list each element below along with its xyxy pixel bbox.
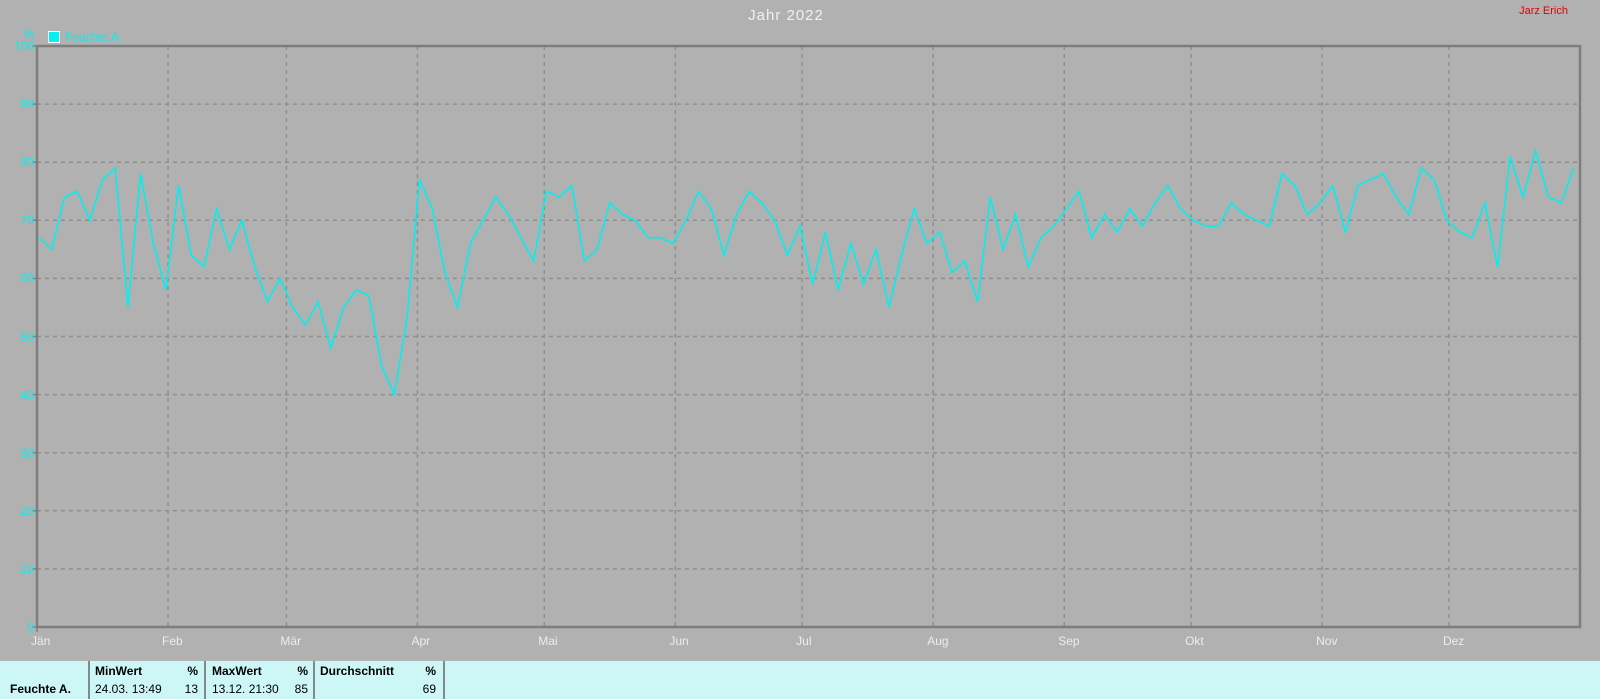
- table-divider: [443, 661, 445, 699]
- x-month-label-Mär: Mär: [280, 634, 302, 648]
- x-month-label-Nov: Nov: [1316, 634, 1338, 648]
- x-month-label-Aug: Aug: [927, 634, 949, 648]
- min-header: MinWert: [95, 664, 143, 678]
- x-month-label-Jun: Jun: [669, 634, 689, 648]
- avg-header: Durchschnitt: [320, 664, 395, 678]
- chart-plot-area: [32, 44, 1582, 632]
- x-month-label-Mai: Mai: [538, 634, 558, 648]
- max-value: 85: [294, 682, 308, 696]
- y-tick-label-80: 80: [20, 155, 34, 170]
- y-axis-unit-label: %: [23, 27, 34, 41]
- summary-table: MinWert % MaxWert % Durchschnitt % Feuch…: [0, 661, 1600, 699]
- avg-value: 69: [422, 682, 436, 696]
- legend-series-label: Feuchte A.: [65, 30, 123, 44]
- humidity-line: [38, 147, 1575, 398]
- x-month-label-Sep: Sep: [1058, 634, 1080, 648]
- x-month-label-Okt: Okt: [1185, 634, 1204, 648]
- legend-swatch-icon: [48, 31, 60, 43]
- avg-unit-header: %: [425, 664, 436, 678]
- plot-frame: [35, 44, 1582, 629]
- y-tick-label-100: 100: [13, 39, 34, 53]
- chart-canvas: [32, 44, 1582, 632]
- max-unit-header: %: [297, 664, 308, 678]
- max-date: 13.12. 21:30: [212, 682, 279, 696]
- watermark-author: Jarz Erich: [1519, 5, 1568, 17]
- x-month-label-Apr: Apr: [411, 634, 431, 648]
- y-tick-label-70: 70: [20, 213, 34, 228]
- y-tick-label-0: 0: [27, 620, 34, 634]
- min-unit-header: %: [187, 664, 198, 678]
- max-header: MaxWert: [212, 664, 262, 678]
- table-divider: [313, 661, 315, 699]
- y-tick-label-20: 20: [20, 503, 34, 518]
- y-tick-label-10: 10: [20, 561, 34, 576]
- table-divider: [88, 661, 90, 699]
- min-date: 24.03. 13:49: [95, 682, 162, 696]
- y-tick-label-90: 90: [20, 97, 34, 112]
- x-month-label-Jul: Jul: [796, 634, 812, 648]
- y-tick-label-40: 40: [20, 387, 34, 402]
- table-divider: [204, 661, 206, 699]
- x-month-label-Jän: Jän: [31, 634, 51, 648]
- legend: Feuchte A.: [48, 30, 122, 44]
- x-month-label-Feb: Feb: [162, 634, 183, 648]
- y-tick-label-60: 60: [20, 271, 34, 286]
- y-tick-label-50: 50: [20, 329, 34, 344]
- row-label: Feuchte A.: [10, 682, 71, 696]
- x-month-label-Dez: Dez: [1442, 634, 1465, 648]
- chart-title: Jahr 2022: [748, 7, 824, 24]
- min-value: 13: [184, 682, 198, 696]
- y-tick-label-30: 30: [20, 445, 34, 460]
